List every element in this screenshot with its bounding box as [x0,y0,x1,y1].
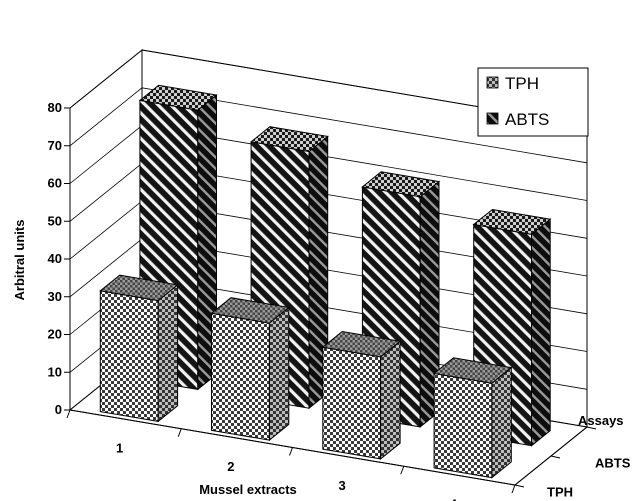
bar-top-face [99,274,179,302]
y-tick-label: 10 [48,364,62,379]
z-tick-label: TPH [547,485,573,500]
y-tick-label: 30 [48,289,62,304]
x-tick-mark [177,428,182,437]
y-tick-label: 80 [48,100,62,115]
y-tick-label: 20 [48,327,62,342]
bar-tph-2 [210,297,290,442]
z-tick-mark [514,484,525,488]
bar-top-face [321,330,402,358]
bar-side-face [380,340,401,460]
legend-swatch-abts [486,112,499,125]
bar-tph-1 [99,274,179,423]
legend: TPH ABTS [477,67,589,137]
z-tick-mark [586,426,597,430]
bar-side-face [531,218,551,447]
y-tick-label: 70 [48,138,62,153]
bar-side-face [491,366,512,479]
x-tick-mark [400,466,405,475]
x-tick-label: 1 [116,440,123,455]
x-tick-mark [66,409,71,419]
z-tick-label: ABTS [595,456,631,471]
bar-top-face [432,357,513,384]
y-axis-title: Arbitral units [12,220,27,301]
x-tick-label: 4 [450,497,458,501]
x-tick-label: 2 [227,459,234,474]
z-axis-title: Assays [578,413,624,428]
x-axis-line [69,409,516,486]
legend-label-abts: ABTS [505,110,549,129]
z-tick-mark [550,455,561,459]
bar-front-face [322,346,382,460]
bar-side-face [268,306,290,442]
bar-front-face [99,290,159,422]
y-tick-label: 0 [55,402,62,417]
bars [99,84,552,479]
bar-tph-4 [432,357,513,479]
bar-side-face [157,283,179,423]
bar-top-face [210,297,290,324]
y-tick-label: 60 [48,176,62,191]
bar-top-face [249,126,329,153]
legend-label-tph: TPH [505,74,539,93]
x-tick-mark [289,447,293,456]
bar-tph-3 [321,330,402,460]
bar-top-face [472,208,552,235]
x-axis-title: Mussel extracts [199,482,297,497]
y-tick-label: 40 [48,251,62,266]
axes: 0 10 20 30 40 50 60 70 80 1 2 3 4 ABTS TPH [48,100,631,501]
x-tick-label: 3 [339,478,346,493]
x-tick-mark [511,484,516,494]
bar-front-face [211,312,270,441]
bar-top-face [361,171,441,198]
z-axis-line [514,426,588,486]
y-tick-label: 50 [48,213,62,228]
gridline [69,49,588,126]
legend-swatch-tph [486,76,499,89]
bar-front-face [433,372,493,479]
bar-top-face [138,84,218,111]
gridline [69,87,588,164]
